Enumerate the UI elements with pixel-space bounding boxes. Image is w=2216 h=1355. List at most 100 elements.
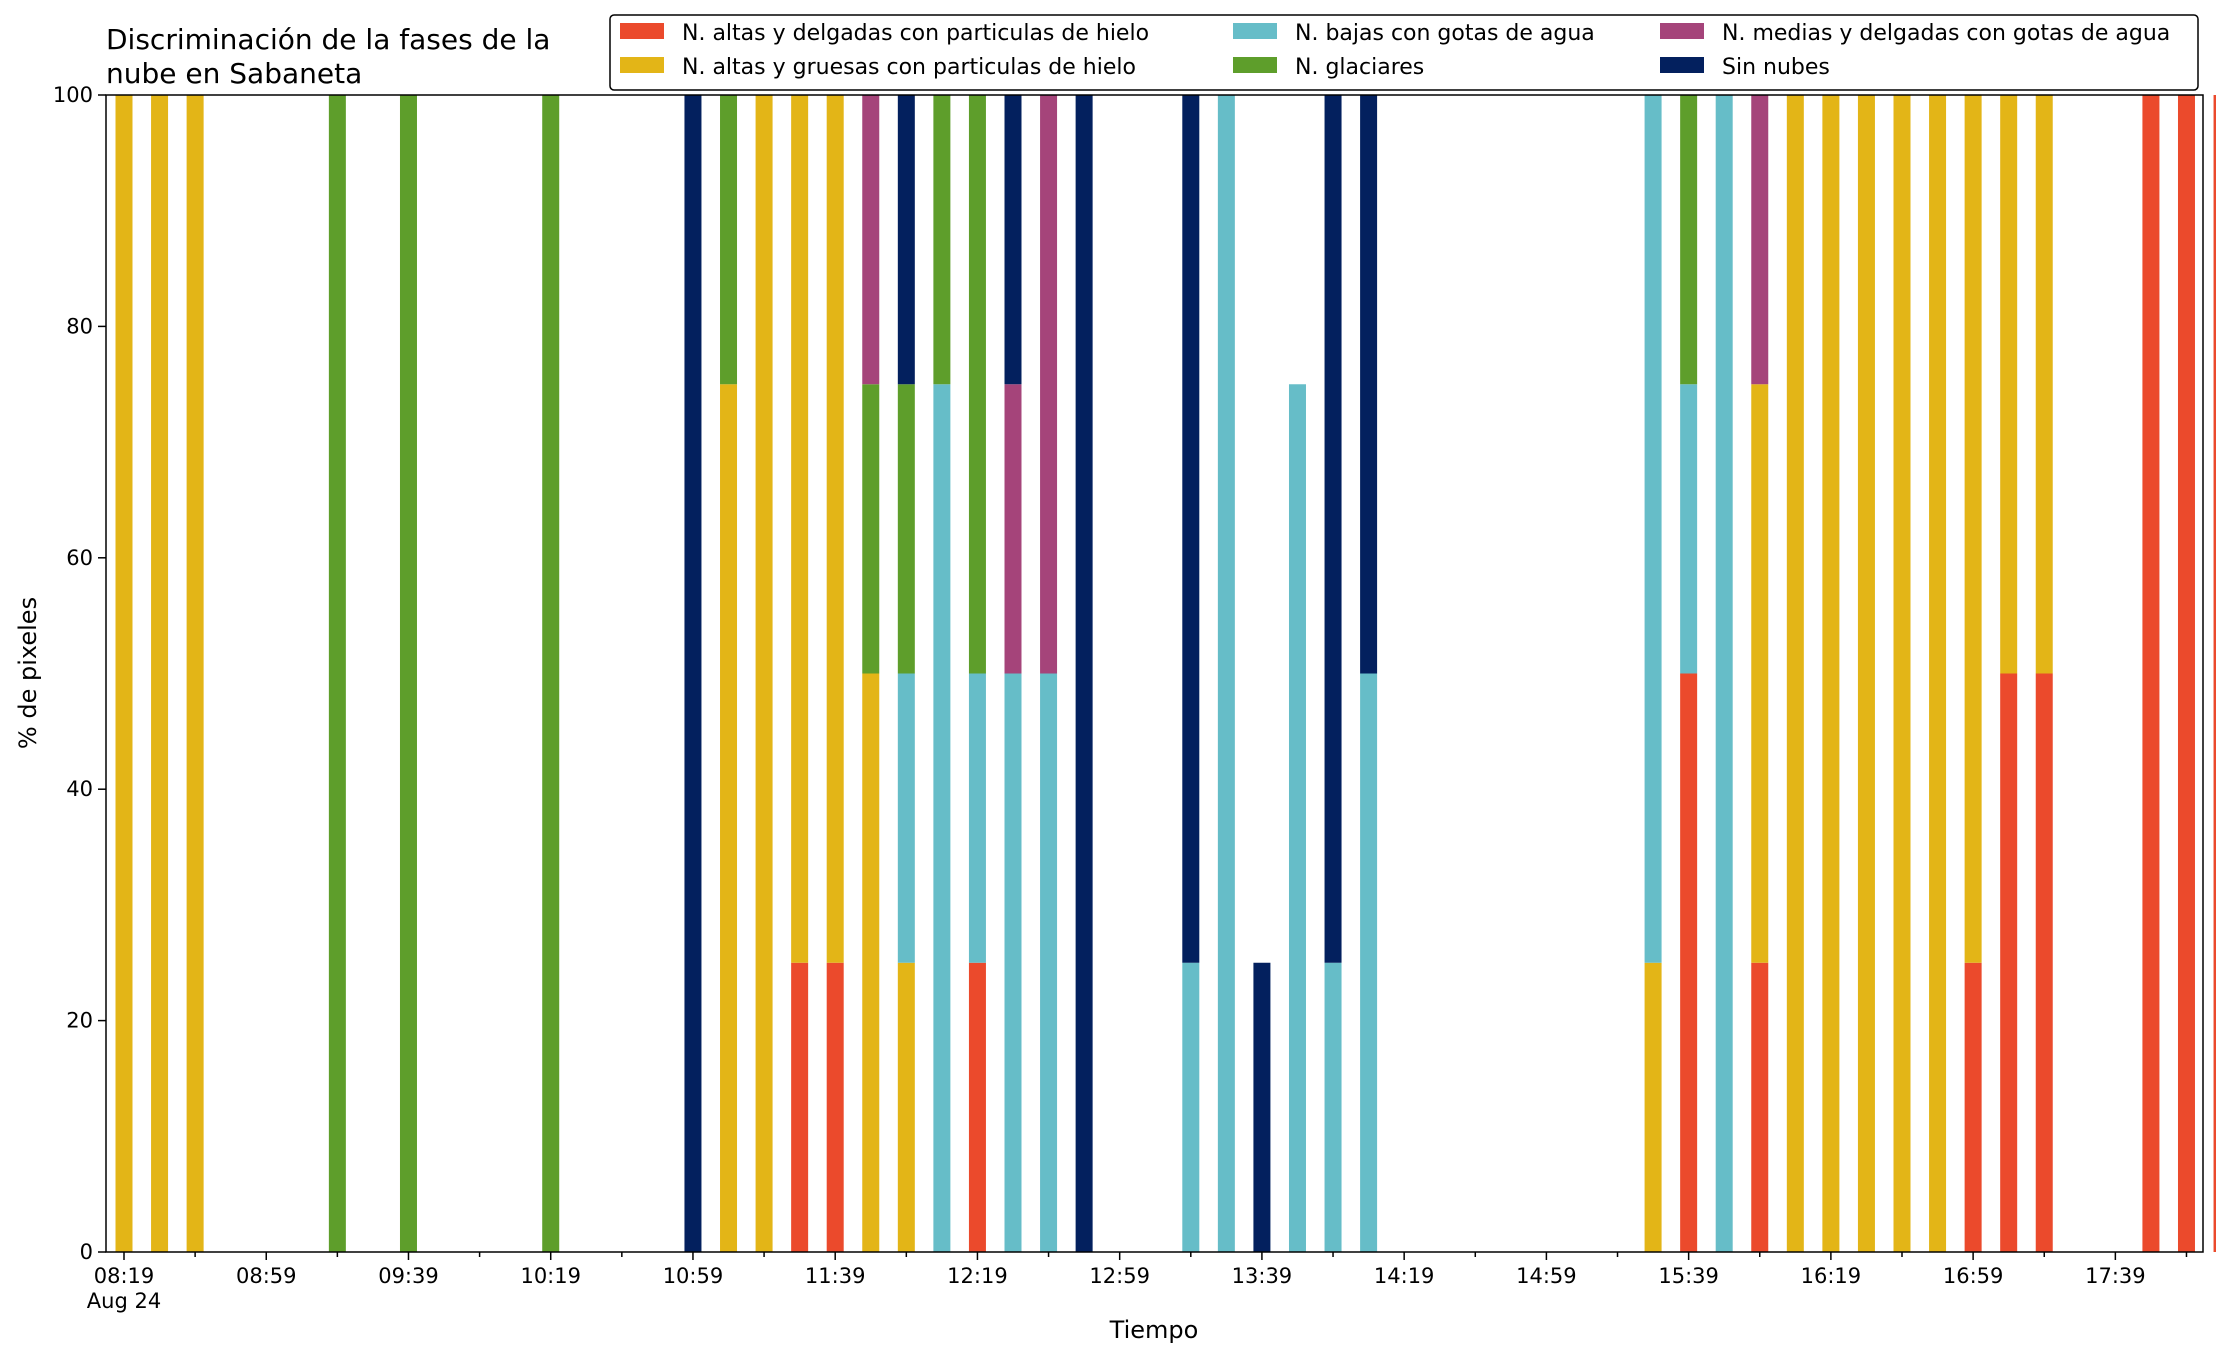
x-tick-label: 12:59 xyxy=(1089,1264,1150,1288)
bar-segment xyxy=(1182,95,1200,963)
bar-segment xyxy=(1004,95,1022,385)
bar-segment xyxy=(933,95,951,385)
bar-segment xyxy=(826,962,844,1252)
bar-segment xyxy=(1964,962,1982,1252)
legend-box xyxy=(609,14,2199,91)
bar-segment xyxy=(862,673,880,1252)
bar-segment xyxy=(1644,95,1662,963)
bar-segment xyxy=(1751,95,1769,385)
bar-segment xyxy=(1182,962,1200,1252)
bar-segment xyxy=(897,95,915,385)
legend-label: Sin nubes xyxy=(1722,55,1830,80)
legend-swatch xyxy=(620,57,664,73)
legend-label: N. altas y gruesas con particulas de hie… xyxy=(682,55,1136,80)
bar-segment xyxy=(1217,95,1235,1252)
bar-segment xyxy=(1751,962,1769,1252)
bar-segment xyxy=(968,962,986,1252)
bar-segment xyxy=(1004,384,1022,674)
bar-segment xyxy=(968,673,986,963)
y-tick-label: 100 xyxy=(53,83,93,107)
x-tick-label: 14:19 xyxy=(1374,1264,1435,1288)
x-tick-label: 08:19 xyxy=(94,1264,155,1288)
bar-segment xyxy=(1786,95,1804,1252)
bar-segment xyxy=(720,384,738,1252)
x-tick-label: 12:19 xyxy=(947,1264,1008,1288)
bar-segment xyxy=(1040,673,1058,1252)
bar-segment xyxy=(2177,95,2195,1252)
bar-segment xyxy=(399,95,417,1252)
x-tick-label: 15:39 xyxy=(1658,1264,1719,1288)
y-tick-label: 40 xyxy=(66,777,93,801)
bar-segment xyxy=(2000,673,2018,1252)
bar-layer xyxy=(115,95,2216,1252)
bar-segment xyxy=(791,95,809,963)
bar-segment xyxy=(1075,95,1093,1252)
bar-segment xyxy=(1360,673,1378,1252)
bar-segment xyxy=(1857,95,1875,1252)
x-tick-label: 11:39 xyxy=(805,1264,866,1288)
x-tick-label: 10:59 xyxy=(663,1264,724,1288)
legend-label: N. bajas con gotas de agua xyxy=(1295,21,1595,46)
bar-segment xyxy=(897,384,915,674)
bar-segment xyxy=(1253,962,1271,1252)
y-tick-label: 60 xyxy=(66,546,93,570)
bar-segment xyxy=(1360,95,1378,674)
bar-segment xyxy=(1680,673,1698,1252)
chart-title-line-1: Discriminación de la fases de la xyxy=(106,23,550,56)
bar-segment xyxy=(1964,95,1982,963)
legend-swatch xyxy=(620,23,664,39)
bar-segment xyxy=(1680,95,1698,385)
legend: N. altas y delgadas con particulas de hi… xyxy=(609,14,2199,91)
x-tick-label: 10:19 xyxy=(520,1264,581,1288)
bar-segment xyxy=(897,962,915,1252)
legend-swatch xyxy=(1660,23,1704,39)
x-tick-label: 16:59 xyxy=(1943,1264,2004,1288)
x-tick-label: 17:39 xyxy=(2085,1264,2146,1288)
bar-segment xyxy=(1680,384,1698,674)
bar-segment xyxy=(1822,95,1840,1252)
legend-label: N. altas y delgadas con particulas de hi… xyxy=(682,21,1149,46)
x-tick-label: 16:19 xyxy=(1801,1264,1862,1288)
bar-segment xyxy=(1715,95,1733,1252)
bar-segment xyxy=(1288,384,1306,1252)
bar-segment xyxy=(684,95,702,1252)
bar-segment xyxy=(791,962,809,1252)
bar-segment xyxy=(115,95,133,1252)
bar-segment xyxy=(826,95,844,963)
y-tick-label: 20 xyxy=(66,1009,93,1033)
y-tick-label: 0 xyxy=(80,1240,93,1264)
x-axis-label: Tiempo xyxy=(1109,1316,1199,1344)
x-date-label: Aug 24 xyxy=(87,1289,161,1313)
bar-segment xyxy=(1324,95,1342,963)
x-axis: 08:19 08:59 09:39 10:19 10:59 11:39 12:19 12:59… xyxy=(87,1252,2188,1313)
bar-segment xyxy=(2035,673,2053,1252)
x-tick-label: 09:39 xyxy=(378,1264,439,1288)
bar-segment xyxy=(933,384,951,1252)
x-tick-label: 14:59 xyxy=(1516,1264,1577,1288)
bar-segment xyxy=(1644,962,1662,1252)
x-tick-label: 08:59 xyxy=(236,1264,297,1288)
bar-segment xyxy=(1751,384,1769,963)
y-axis-label: % de pixeles xyxy=(14,597,42,749)
bar-segment xyxy=(897,673,915,963)
y-axis: 0 20 40 60 80 100 xyxy=(53,83,106,1264)
bar-segment xyxy=(2000,95,2018,674)
bar-segment xyxy=(2213,95,2216,1252)
y-tick-label: 80 xyxy=(66,314,93,338)
chart-title-line-2: nube en Sabaneta xyxy=(106,57,362,90)
bar-segment xyxy=(1324,962,1342,1252)
bar-segment xyxy=(1004,673,1022,1252)
bar-segment xyxy=(328,95,346,1252)
legend-label: N. medias y delgadas con gotas de agua xyxy=(1722,21,2170,46)
legend-swatch xyxy=(1660,57,1704,73)
bar-segment xyxy=(1893,95,1911,1252)
bar-segment xyxy=(755,95,773,1252)
bar-segment xyxy=(720,95,738,385)
legend-swatch xyxy=(1233,57,1277,73)
bar-segment xyxy=(542,95,560,1252)
bar-segment xyxy=(2035,95,2053,674)
bar-segment xyxy=(968,95,986,674)
bar-segment xyxy=(151,95,169,1252)
bar-segment xyxy=(186,95,204,1252)
